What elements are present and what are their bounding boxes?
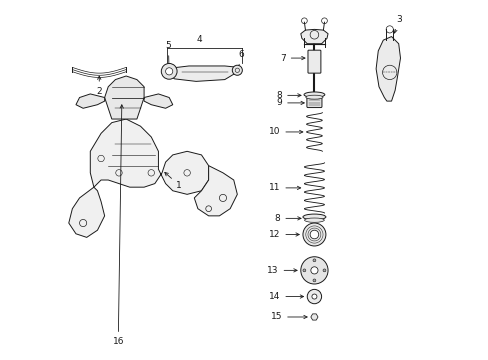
Polygon shape (144, 94, 172, 108)
Text: 15: 15 (270, 312, 306, 321)
Circle shape (161, 63, 177, 79)
Text: 1: 1 (164, 172, 182, 190)
Polygon shape (104, 76, 144, 119)
Polygon shape (90, 119, 208, 194)
Circle shape (303, 223, 325, 246)
Text: 3: 3 (393, 15, 401, 33)
Polygon shape (167, 66, 235, 81)
Text: 16: 16 (112, 105, 124, 346)
Text: 2: 2 (96, 76, 102, 96)
Text: 10: 10 (268, 127, 302, 136)
Circle shape (165, 68, 172, 75)
Circle shape (300, 257, 327, 284)
Text: 12: 12 (268, 230, 299, 239)
Text: 8: 8 (274, 214, 301, 223)
Circle shape (232, 65, 242, 75)
Ellipse shape (303, 214, 325, 220)
Text: 9: 9 (276, 98, 304, 107)
Text: 14: 14 (268, 292, 303, 301)
Text: 11: 11 (268, 183, 300, 192)
Polygon shape (375, 37, 400, 101)
Circle shape (309, 230, 318, 239)
Text: 4: 4 (197, 35, 202, 44)
Polygon shape (300, 30, 327, 44)
Circle shape (303, 269, 305, 272)
Text: 6: 6 (236, 50, 244, 72)
Polygon shape (310, 314, 317, 320)
Text: 13: 13 (266, 266, 297, 275)
Circle shape (310, 267, 317, 274)
Text: 8: 8 (276, 91, 301, 100)
Ellipse shape (305, 95, 323, 99)
Polygon shape (69, 187, 104, 237)
Circle shape (312, 259, 315, 262)
FancyBboxPatch shape (307, 50, 320, 73)
Circle shape (311, 294, 316, 299)
Polygon shape (76, 94, 104, 108)
Ellipse shape (304, 92, 324, 97)
Polygon shape (194, 166, 237, 216)
Text: 7: 7 (280, 54, 305, 63)
Circle shape (306, 289, 321, 304)
FancyBboxPatch shape (306, 98, 321, 108)
Circle shape (323, 269, 325, 272)
Ellipse shape (304, 218, 324, 222)
Text: 5: 5 (165, 41, 171, 76)
Circle shape (312, 279, 315, 282)
